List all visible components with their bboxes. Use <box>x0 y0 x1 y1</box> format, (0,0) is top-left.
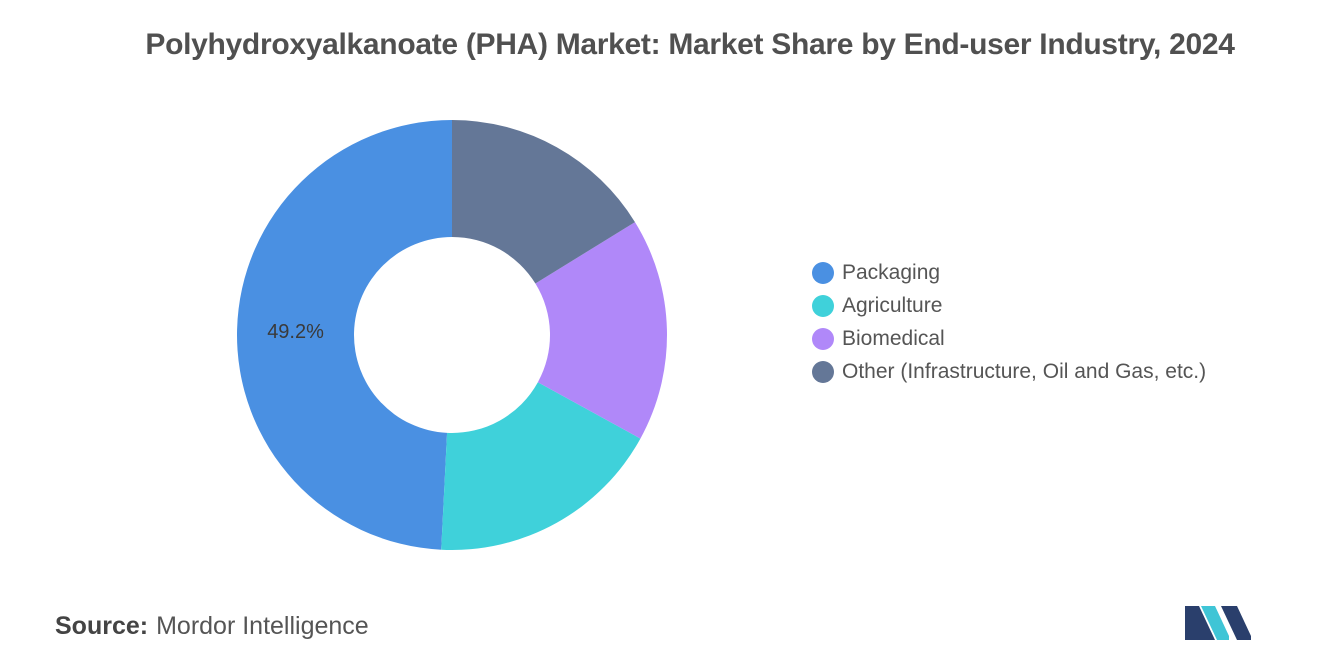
slice-biomedical <box>535 222 667 439</box>
legend-swatch-other <box>812 360 834 383</box>
legend-item-packaging: Packaging <box>812 256 1206 289</box>
data-label-packaging: 49.2% <box>267 321 324 343</box>
slice-packaging <box>237 120 452 550</box>
slice-agriculture <box>441 382 641 550</box>
legend: Packaging Agriculture Biomedical Other (Inf… <box>812 256 1206 388</box>
legend-item-biomedical: Biomedical <box>812 322 1206 355</box>
legend-item-other: Other (Infrastructure, Oil and Gas, etc.… <box>812 355 1206 388</box>
slice-other <box>452 120 635 284</box>
legend-swatch-packaging <box>812 261 834 284</box>
logo-shape-left <box>1185 606 1215 640</box>
legend-item-agriculture: Agriculture <box>812 289 1206 322</box>
source-line: Source: Mordor Intelligence <box>55 612 369 641</box>
legend-swatch-biomedical <box>812 327 834 350</box>
source-label: Source: <box>55 612 149 640</box>
donut-chart: 49.2% <box>237 120 667 550</box>
mordor-intelligence-logo-icon <box>1185 606 1251 640</box>
logo-shape-mid <box>1201 606 1229 640</box>
legend-label-other: Other (Infrastructure, Oil and Gas, etc.… <box>842 359 1207 383</box>
source-text: Mordor Intelligence <box>156 612 369 640</box>
logo-shape-right <box>1221 606 1251 640</box>
legend-label-agriculture: Agriculture <box>842 293 943 317</box>
legend-label-packaging: Packaging <box>842 260 941 284</box>
legend-label-biomedical: Biomedical <box>842 326 945 350</box>
chart-title: Polyhydroxyalkanoate (PHA) Market: Marke… <box>145 28 1235 61</box>
legend-swatch-agriculture <box>812 294 834 317</box>
